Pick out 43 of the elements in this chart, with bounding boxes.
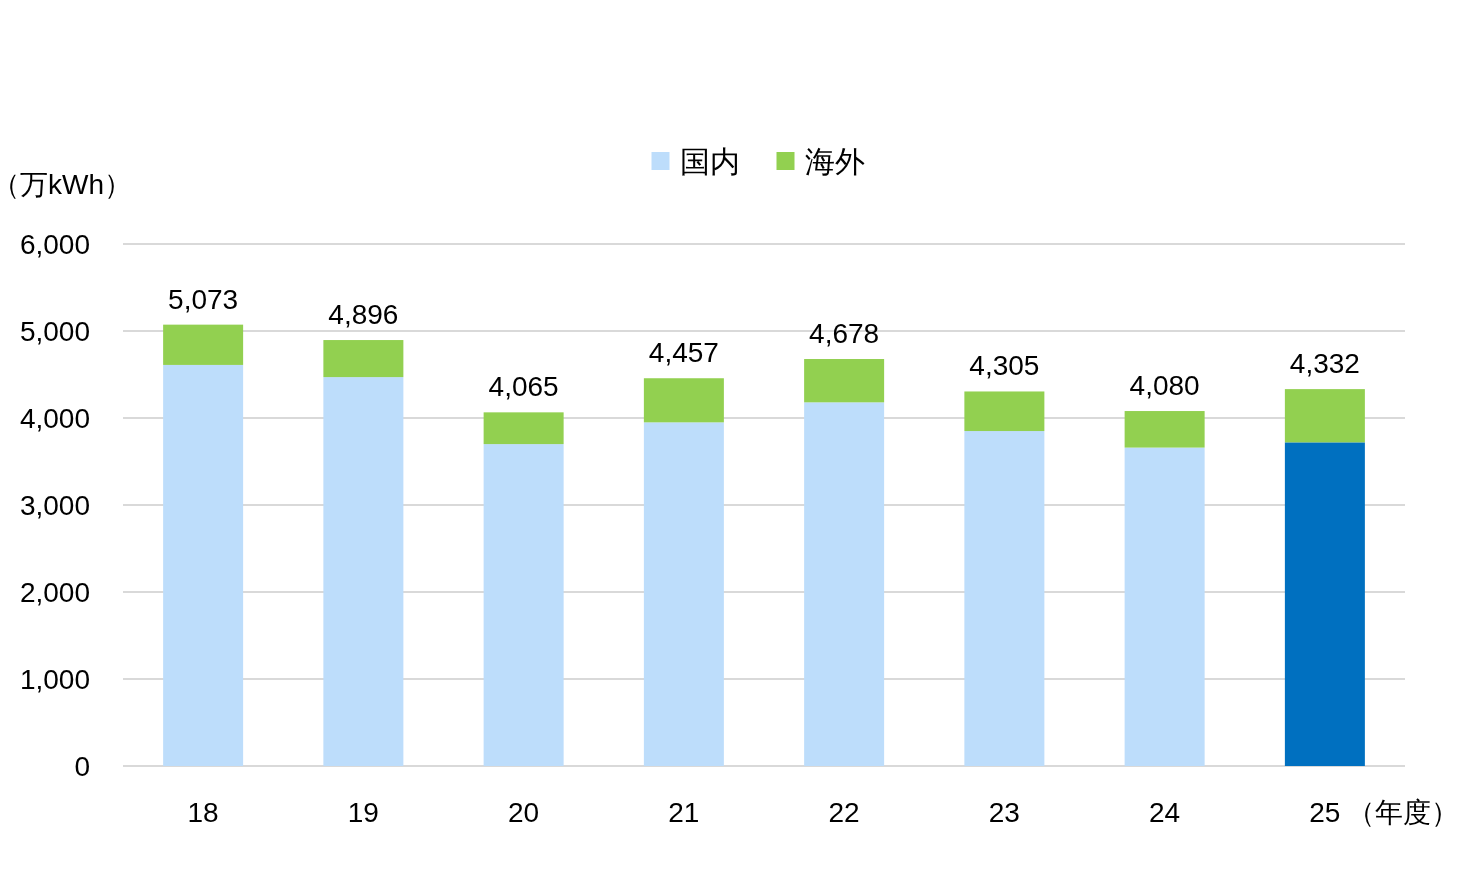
- bar: [1284, 389, 1365, 443]
- x-tick-label: 22: [828, 797, 860, 828]
- y-axis-title: （万kWh）: [0, 169, 132, 200]
- y-tick-label: 4,000: [19, 403, 90, 434]
- bar: [804, 359, 885, 403]
- x-tick-label: 23: [988, 797, 1020, 828]
- y-tick-label: 5,000: [19, 316, 90, 347]
- bar: [163, 324, 244, 365]
- bar: [483, 444, 564, 766]
- bar: [1284, 442, 1365, 766]
- bar: [323, 377, 404, 766]
- y-tick-label: 1,000: [19, 664, 90, 695]
- total-label: 4,678: [809, 318, 880, 350]
- bar: [1124, 411, 1205, 448]
- x-tick-label: 18: [187, 797, 219, 828]
- x-tick-label: 20: [508, 797, 540, 828]
- bar: [1124, 447, 1205, 766]
- bar: [643, 422, 724, 766]
- x-tick-label: 25: [1309, 797, 1341, 828]
- bar: [483, 412, 564, 445]
- total-label: 4,305: [969, 350, 1040, 382]
- total-label: 5,073: [168, 283, 239, 315]
- x-axis-title: （年度）: [1346, 797, 1459, 828]
- total-label: 4,065: [488, 371, 559, 403]
- total-label: 4,457: [648, 337, 719, 369]
- legend-label: 海外: [804, 145, 865, 178]
- y-tick-label: 6,000: [19, 229, 90, 260]
- bar: [964, 391, 1045, 432]
- bar: [643, 378, 724, 423]
- bar: [964, 431, 1045, 766]
- bar: [323, 340, 404, 378]
- bar: [804, 402, 885, 766]
- total-label: 4,896: [328, 299, 399, 331]
- y-tick-label: 2,000: [19, 577, 90, 608]
- y-tick-label: 3,000: [19, 490, 90, 521]
- total-label: 4,080: [1129, 370, 1200, 402]
- x-tick-label: 21: [668, 797, 700, 828]
- legend-label: 国内: [679, 145, 740, 178]
- bar: [163, 364, 244, 766]
- y-tick-label: 0: [74, 751, 90, 782]
- total-label: 4,332: [1289, 348, 1360, 380]
- x-tick-label: 24: [1149, 797, 1181, 828]
- x-tick-label: 19: [347, 797, 379, 828]
